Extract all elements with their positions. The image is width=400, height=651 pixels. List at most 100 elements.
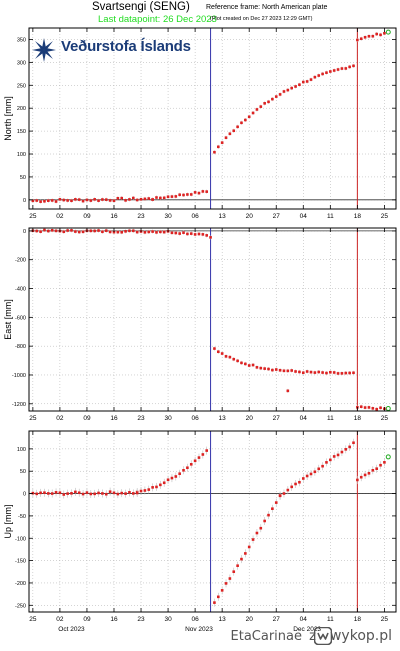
data-point (128, 229, 131, 233)
plot-frame (28, 430, 397, 613)
data-point (147, 197, 151, 200)
data-point (89, 492, 93, 496)
data-point (54, 491, 58, 494)
data-point (58, 491, 62, 495)
x-tick-label: 30 (164, 616, 172, 623)
data-point (383, 461, 386, 464)
x-tick-label: 06 (191, 213, 199, 220)
data-point (201, 233, 205, 236)
data-point (220, 352, 224, 355)
data-point (348, 371, 351, 375)
x-tick-label: 25 (381, 415, 389, 422)
data-point (240, 361, 243, 365)
data-point (47, 229, 50, 233)
data-point (143, 489, 147, 492)
data-point (77, 230, 81, 234)
data-point (363, 406, 367, 409)
data-point (108, 199, 112, 202)
x-tick-label: 20 (246, 415, 254, 422)
data-point (74, 230, 77, 233)
data-point (282, 492, 286, 495)
x-tick-label: 06 (191, 616, 199, 623)
data-point (367, 406, 371, 409)
data-points (31, 438, 386, 607)
x-tick-label: 02 (56, 213, 64, 220)
data-point (263, 519, 266, 523)
y-axis-label: East [mm] (3, 299, 13, 340)
data-point (383, 31, 386, 35)
data-point (213, 347, 216, 350)
wykop-logo-icon (314, 627, 332, 645)
x-tick-label: 04 (300, 213, 308, 220)
data-point (50, 199, 54, 202)
data-point (116, 196, 120, 200)
data-point (120, 196, 124, 200)
x-tick-label: 25 (381, 213, 389, 220)
data-point (290, 369, 293, 372)
x-tick-label: 25 (381, 616, 389, 623)
data-point (216, 145, 220, 149)
data-point (216, 595, 220, 599)
data-point (139, 198, 143, 201)
data-point (147, 488, 151, 491)
data-point (379, 406, 382, 410)
data-point (263, 367, 266, 370)
data-point (363, 35, 367, 39)
data-point (329, 70, 332, 73)
data-point (305, 80, 309, 83)
x-month-label: Oct 2023 (58, 626, 85, 633)
data-point (363, 473, 367, 477)
y-tick-label: -200 (15, 581, 26, 587)
data-point (344, 448, 348, 451)
reference-frame-label: Reference frame: North American plate (206, 4, 328, 11)
x-tick-label: 13 (219, 213, 227, 220)
y-axis-label: North [mm] (3, 96, 13, 141)
y-tick-label: 0 (23, 198, 26, 204)
vedurstofa-logo-text: Veðurstofa Íslands (61, 38, 191, 55)
data-point (159, 196, 162, 200)
data-point (236, 125, 239, 129)
data-point (220, 589, 224, 592)
data-point (186, 466, 189, 470)
data-point (247, 545, 251, 549)
data-point (371, 34, 375, 38)
data-point (352, 441, 355, 445)
data-point (132, 492, 135, 495)
data-point (298, 83, 301, 87)
data-point (193, 233, 197, 236)
data-point (271, 97, 274, 101)
last-datapoint-label: Last datapoint: 26 Dec 2023 (98, 14, 217, 25)
data-point (189, 232, 193, 235)
data-point (112, 491, 116, 495)
x-tick-label: 11 (327, 415, 334, 422)
data-point (216, 350, 220, 354)
data-point (274, 95, 278, 98)
x-tick-label: 18 (354, 213, 362, 220)
data-point (259, 105, 263, 108)
station-title: Svartsengi (SENG) (92, 1, 190, 13)
data-point (201, 453, 205, 456)
data-point (236, 564, 239, 568)
vedurstofa-star-icon (32, 38, 56, 62)
data-point (313, 371, 317, 374)
data-points (31, 31, 386, 204)
data-point (70, 229, 73, 232)
x-tick-label: 30 (164, 415, 172, 422)
data-point (155, 196, 158, 199)
data-point (294, 482, 297, 486)
data-point (70, 492, 73, 495)
data-point (332, 455, 336, 458)
data-point (294, 85, 297, 88)
data-point (85, 491, 89, 494)
data-point (74, 490, 77, 494)
data-point (58, 198, 62, 201)
data-point (70, 199, 73, 203)
x-tick-label: 11 (327, 616, 334, 623)
data-point (197, 456, 201, 459)
data-point (340, 450, 344, 454)
data-point (97, 199, 100, 202)
data-point (298, 480, 301, 484)
data-point (336, 68, 340, 71)
data-point (170, 231, 174, 235)
